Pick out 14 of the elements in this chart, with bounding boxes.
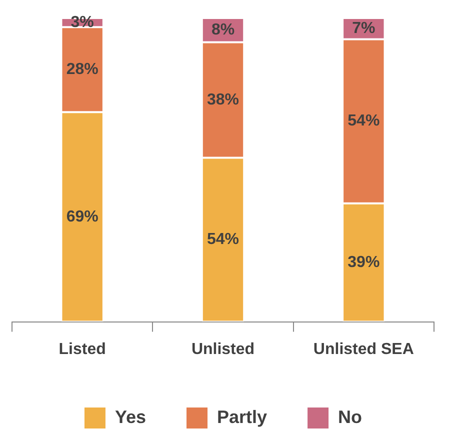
legend-label: No bbox=[338, 406, 362, 427]
data-label: 54% bbox=[206, 231, 240, 248]
x-tick-label: Listed bbox=[58, 340, 106, 358]
data-label: 69% bbox=[66, 208, 98, 226]
data-label: 39% bbox=[348, 254, 380, 271]
legend-label: Partly bbox=[217, 406, 268, 427]
data-label: 38% bbox=[206, 91, 240, 108]
legend-label: Yes bbox=[114, 406, 146, 427]
data-label: 28% bbox=[66, 61, 98, 78]
data-label: 7% bbox=[352, 20, 376, 38]
data-label: 8% bbox=[211, 22, 235, 39]
x-tick-label: Unlisted bbox=[191, 340, 255, 358]
data-label: 54% bbox=[348, 112, 380, 130]
x-tick-label: Unlisted SEA bbox=[313, 340, 414, 358]
